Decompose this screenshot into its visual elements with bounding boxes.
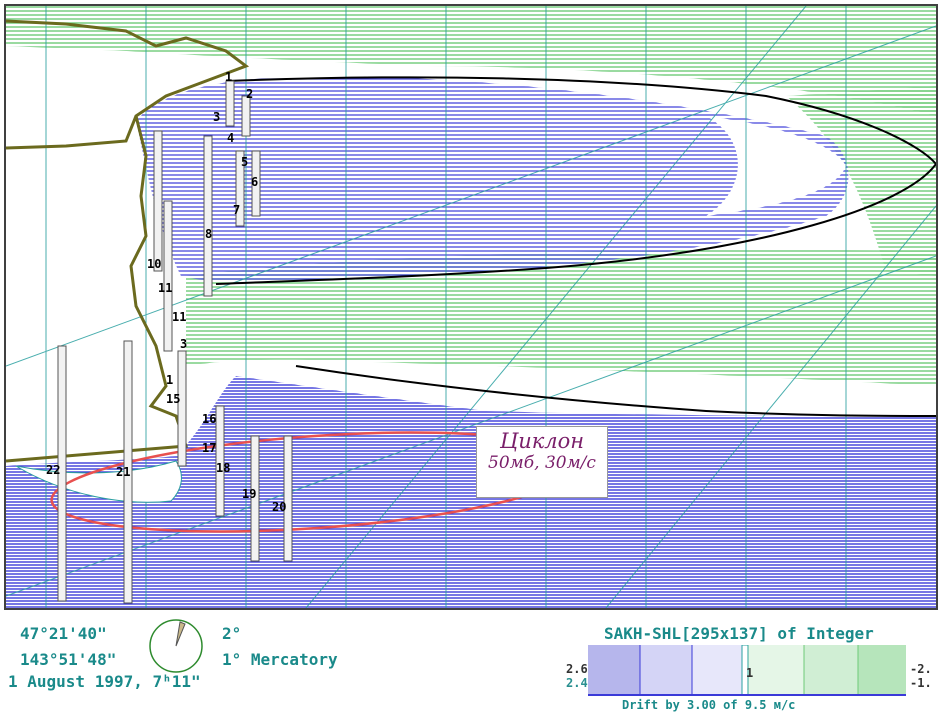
land-lower-left: [15, 460, 182, 503]
station-label: 8: [205, 227, 212, 241]
legend-colorbar: [588, 645, 906, 696]
blue-field-upper: [136, 76, 849, 282]
grid-step-readout: 2°: [222, 624, 242, 643]
station-label: 2: [246, 87, 253, 101]
map-viewport[interactable]: 1 2 3 4 5 6 7 8 10 11 11 3 1 15 16 17 18…: [4, 4, 938, 610]
blue-core: [706, 116, 846, 216]
station-label: 18: [216, 461, 230, 475]
station-label: 4: [227, 131, 234, 145]
legend-value: -2.: [910, 662, 932, 676]
station-label: 10: [147, 257, 161, 271]
green-field-upper: [6, 6, 936, 116]
cyclone-subtitle: 50мб, 30м/с: [488, 453, 596, 473]
station-label: 3: [213, 110, 220, 124]
station-label: 21: [116, 465, 130, 479]
projection-readout: 1° Mercatory: [222, 650, 338, 669]
green-field-right-top: [786, 86, 936, 276]
drift-readout: Drift by 3.00 of 9.5 м/с: [622, 698, 796, 712]
longitude-readout: 143°51'48": [20, 650, 117, 669]
blue-field-lower: [6, 376, 936, 608]
datetime-readout: 1 August 1997, 7ʰ11": [8, 672, 201, 691]
station-label: 1: [225, 70, 232, 84]
station-labels: 1 2 3 4 5 6 7 8 10 11 11 3 1 15 16 17 18…: [46, 70, 286, 514]
cyclone-title: Циклон: [499, 429, 585, 453]
legend-value: 1: [746, 666, 754, 680]
station-label: 17: [202, 441, 216, 455]
legend-value: -1.: [910, 676, 932, 690]
green-field-middle: [186, 249, 936, 386]
cyclone-label: Циклон 50мб, 30м/с: [476, 426, 608, 498]
latitude-readout: 47°21'40": [20, 624, 107, 643]
station-label: 3: [180, 337, 187, 351]
compass-icon[interactable]: [148, 618, 204, 674]
station-label: 6: [251, 175, 258, 189]
contour-line: [215, 76, 936, 417]
legend-value: 2.6: [566, 662, 588, 676]
station-label: 11: [172, 310, 186, 324]
dataset-title: SAKH-SHL[295x137] of Integer: [604, 624, 874, 643]
station-label: 16: [202, 412, 216, 426]
station-label: 15: [166, 392, 180, 406]
station-label: 22: [46, 463, 60, 477]
station-label: 1: [166, 373, 173, 387]
field-map: 1 2 3 4 5 6 7 8 10 11 11 3 1 15 16 17 18…: [6, 6, 936, 608]
station-label: 5: [241, 155, 248, 169]
gauge-bars: [57, 80, 293, 604]
station-label: 7: [233, 203, 240, 217]
station-label: 11: [158, 281, 172, 295]
legend-value: 2.4: [566, 676, 588, 690]
station-label: 20: [272, 500, 286, 514]
station-label: 19: [242, 487, 256, 501]
